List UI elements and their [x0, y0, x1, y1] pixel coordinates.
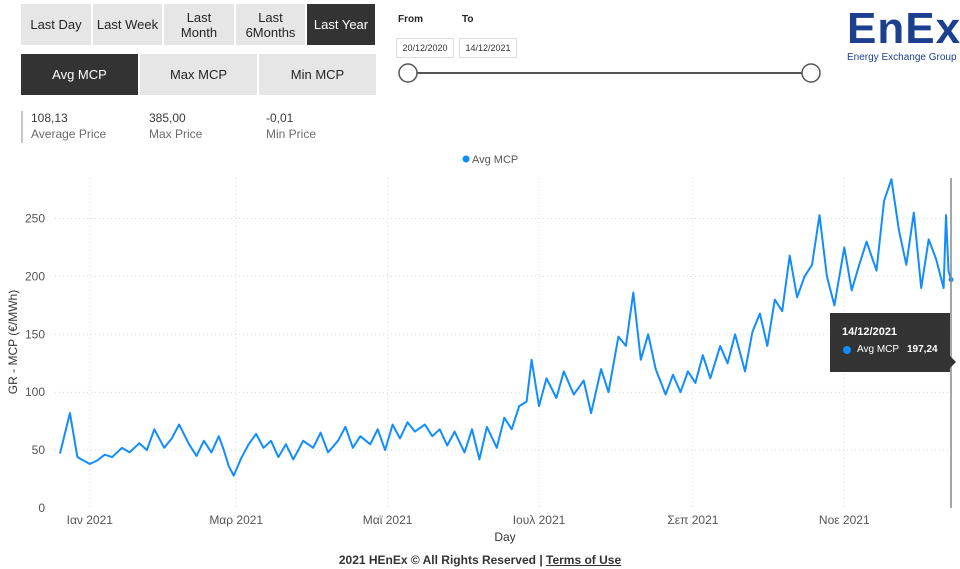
x-axis-title: Day: [494, 530, 515, 544]
tooltip-series-name: Avg MCP: [857, 344, 900, 355]
kpi-label: Min Price: [266, 127, 317, 141]
series-avg-mcp: [59, 178, 954, 477]
button-label: Min MCP: [290, 67, 345, 82]
logo-wordmark: EnEx: [847, 4, 960, 53]
x-tick-label: Ιαν 2021: [67, 513, 114, 527]
y-axis: 0 50 100 150 200 250: [25, 212, 45, 515]
to-label: To: [462, 14, 474, 25]
kpi-divider: [21, 111, 23, 143]
y-tick-label: 50: [32, 443, 46, 457]
tooltip-series-marker: [843, 346, 851, 354]
button-label: Last Month: [180, 9, 218, 40]
logo-subtitle: Energy Exchange Group: [847, 52, 957, 63]
last-day-button[interactable]: Last Day: [21, 4, 91, 45]
kpi-label: Average Price: [31, 127, 107, 141]
y-tick-label: 200: [25, 269, 45, 283]
button-label: Last Week: [96, 17, 159, 32]
button-label: Last Year: [313, 17, 369, 32]
kpi-value: -0,01: [266, 111, 294, 125]
chart-legend: Avg MCP: [462, 154, 518, 166]
legend-label: Avg MCP: [472, 154, 518, 166]
legend-marker: [462, 155, 470, 163]
y-tick-label: 150: [25, 327, 45, 341]
button-label: Last 6Months: [245, 9, 296, 40]
button-label: Avg MCP: [52, 67, 107, 82]
last-week-button[interactable]: Last Week: [93, 4, 162, 45]
kpi-value: 385,00: [149, 111, 186, 125]
mcp-line-chart: Avg MCP 0 50 100 150 200 250 Ιαν 2021 Μαρ 2021…: [6, 154, 955, 544]
x-tick-label: Σεπ 2021: [667, 513, 718, 527]
from-date-input[interactable]: 20/12/2020: [396, 38, 454, 58]
terms-of-use-link[interactable]: Terms of Use: [546, 553, 622, 567]
series-line: [59, 178, 952, 477]
tooltip-date: 14/12/2021: [842, 326, 898, 338]
max-mcp-button[interactable]: Max MCP: [140, 54, 257, 95]
kpi-average: 108,13 Average Price: [31, 110, 106, 142]
y-tick-label: 0: [38, 501, 45, 515]
tooltip-value: 197,24: [907, 344, 938, 355]
copyright-text: 2021 HEnEx © All Rights Reserved |: [338, 553, 547, 567]
footer: 2021 HEnEx © All Rights Reserved | Terms…: [0, 553, 960, 567]
min-mcp-button[interactable]: Min MCP: [259, 54, 376, 95]
last-month-button[interactable]: Last Month: [164, 4, 234, 45]
x-tick-label: Νοε 2021: [819, 513, 870, 527]
kpi-label: Max Price: [149, 127, 203, 141]
slider-handle-start[interactable]: [398, 63, 418, 83]
kpi-value: 108,13: [31, 111, 68, 125]
last-year-button[interactable]: Last Year: [307, 4, 375, 45]
date-range-slider[interactable]: [394, 60, 826, 86]
avg-mcp-button[interactable]: Avg MCP: [21, 54, 138, 95]
enex-logo: EnEx Energy Exchange Group: [846, 4, 960, 66]
slider-handle-end[interactable]: [801, 63, 821, 83]
kpi-min: -0,01 Min Price: [266, 110, 316, 142]
tooltip-arrow: [950, 356, 956, 368]
last-6months-button[interactable]: Last 6Months: [236, 4, 305, 45]
x-axis: Ιαν 2021 Μαρ 2021 Μαϊ 2021 Ιουλ 2021 Σεπ 202…: [67, 513, 870, 527]
y-tick-label: 250: [25, 212, 45, 226]
x-tick-label: Μαρ 2021: [209, 513, 263, 527]
kpi-max: 385,00 Max Price: [149, 110, 202, 142]
y-axis-title: GR - MCP (€/MWh): [6, 290, 20, 394]
button-label: Last Day: [30, 17, 82, 32]
x-tick-label: Ιουλ 2021: [513, 513, 566, 527]
chart-tooltip: 14/12/2021 Avg MCP 197,24: [830, 313, 950, 372]
button-label: Max MCP: [169, 67, 228, 82]
x-tick-label: Μαϊ 2021: [363, 513, 413, 527]
from-label: From: [398, 14, 423, 25]
y-tick-label: 100: [25, 385, 45, 399]
to-date-input[interactable]: 14/12/2021: [459, 38, 517, 58]
